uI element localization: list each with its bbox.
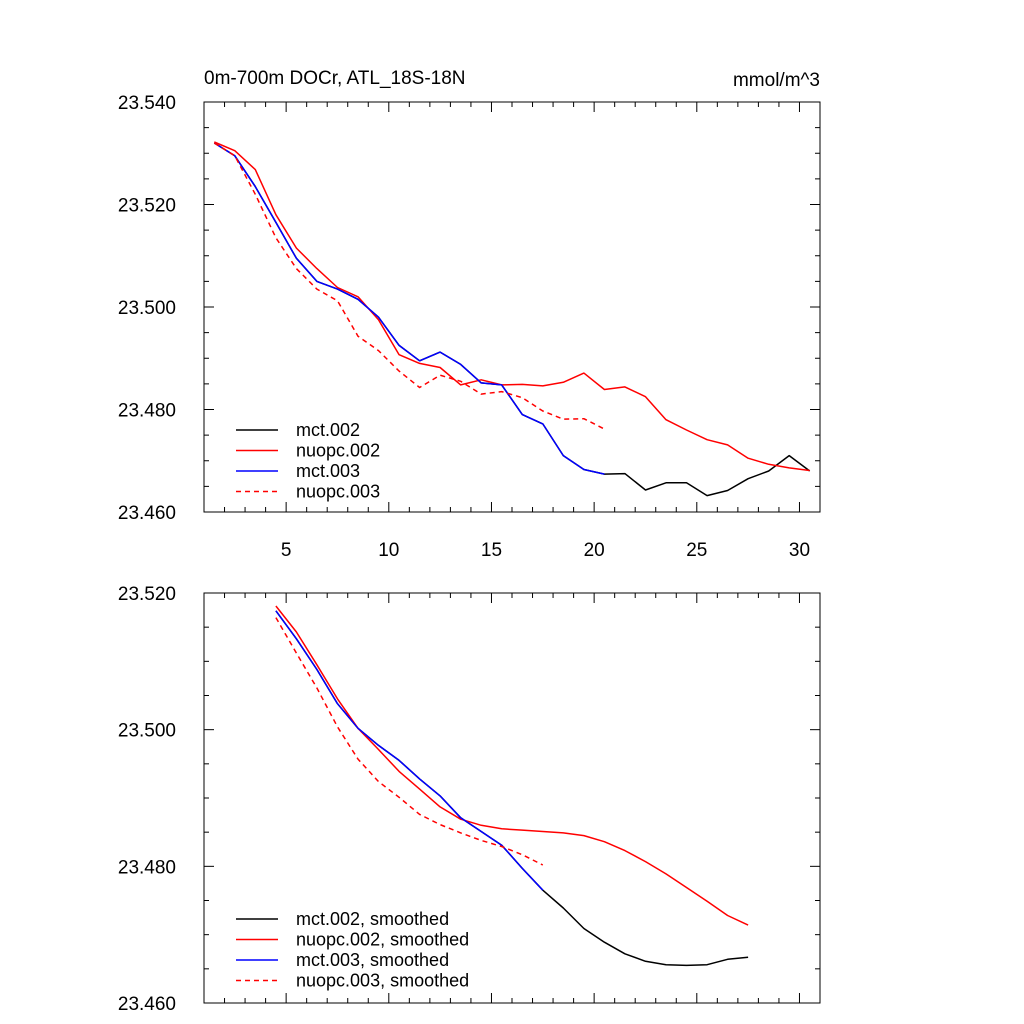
top-y-tick-label: 23.520	[118, 196, 176, 217]
top-plot-units: mmol/m^3	[733, 70, 820, 91]
top-x-tick-label: 20	[584, 540, 605, 561]
top-x-tick-label: 25	[686, 540, 707, 561]
bottom-y-tick-label: 23.460	[118, 994, 176, 1015]
top-legend-label: nuopc.002	[296, 441, 380, 461]
top-y-tick-label: 23.480	[118, 401, 176, 422]
bottom-legend-label: nuopc.003, smoothed	[296, 971, 469, 991]
bottom-y-tick-label: 23.500	[118, 721, 176, 742]
bottom-legend-label: mct.002, smoothed	[296, 909, 449, 929]
bottom-legend-label: nuopc.002, smoothed	[296, 930, 469, 950]
top-x-tick-label: 30	[789, 540, 810, 561]
bottom-series-line-mct-003-smoothed	[275, 610, 544, 891]
top-y-tick-label: 23.460	[118, 503, 176, 524]
bottom-plot-panel: 23.460 23.480 23.500 23.520 mct.002, smoothe…	[118, 584, 821, 1015]
top-x-tick-label: 10	[378, 540, 399, 561]
top-series-line-mct-003	[213, 142, 605, 475]
top-y-tick-label: 23.500	[118, 298, 176, 319]
top-plot-panel: 0m-700m DOCr, ATL_18S-18N mmol/m^3 5 10 15…	[118, 68, 821, 561]
bottom-y-tick-label: 23.480	[118, 857, 176, 878]
top-plot-title: 0m-700m DOCr, ATL_18S-18N	[204, 68, 466, 89]
bottom-y-tick-label: 23.520	[118, 584, 176, 605]
bottom-legend-label: mct.003, smoothed	[296, 950, 449, 970]
top-legend-label: nuopc.003	[296, 482, 380, 502]
top-legend-label: mct.003	[296, 461, 360, 481]
top-y-tick-label: 23.540	[118, 93, 176, 114]
top-x-tick-label: 15	[481, 540, 502, 561]
top-series-line-nuopc-002	[214, 141, 810, 472]
top-legend-label: mct.002	[296, 420, 360, 440]
top-x-tick-label: 5	[281, 540, 292, 561]
